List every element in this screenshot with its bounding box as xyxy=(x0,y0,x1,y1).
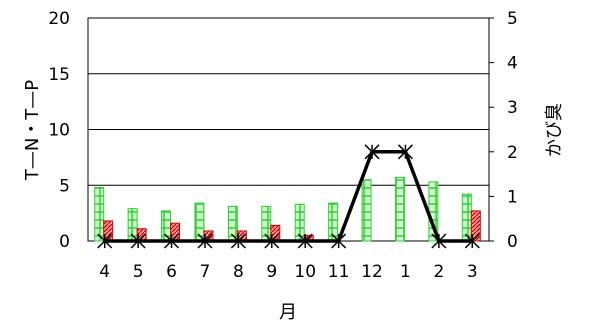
y2-tick-label-1: 1 xyxy=(507,187,518,207)
y-tick-label-1: 5 xyxy=(59,176,70,196)
line-marker-9 xyxy=(264,233,280,249)
x-tick-label-9: 1 xyxy=(400,262,411,282)
y2-axis-title: かび臭 xyxy=(544,103,565,157)
y-tick-label-4: 20 xyxy=(48,9,70,29)
x-tick-label-5: 9 xyxy=(266,262,277,282)
x-tick-label-3: 7 xyxy=(200,262,211,282)
bar-s1-3 xyxy=(461,193,472,242)
bar-s1-1 xyxy=(394,176,405,242)
line-marker-10 xyxy=(297,233,313,249)
x-tick-label-6: 10 xyxy=(294,262,316,282)
line-marker-8 xyxy=(230,233,246,249)
line-marker-6 xyxy=(164,233,180,249)
y-tick-label-3: 15 xyxy=(48,65,70,85)
grid xyxy=(88,73,489,186)
line-marker-3 xyxy=(464,233,480,249)
x-tick-label-4: 8 xyxy=(233,262,244,282)
line-marker-5 xyxy=(130,233,146,249)
x-tick-label-0: 4 xyxy=(99,262,110,282)
line-marker-12 xyxy=(364,144,380,160)
line-marker-7 xyxy=(197,233,213,249)
bar-s2-3 xyxy=(470,210,481,242)
x-tick-label-11: 3 xyxy=(467,262,478,282)
x-tick-label-1: 5 xyxy=(133,262,144,282)
y2-tick-label-2: 2 xyxy=(507,143,518,163)
y-tick-label-0: 0 xyxy=(59,232,70,252)
bar-s1-12 xyxy=(361,179,372,242)
y2-tick-label-0: 0 xyxy=(507,232,518,252)
x-tick-label-8: 12 xyxy=(361,262,383,282)
y-axis-title: T—N・T—P xyxy=(22,80,43,181)
x-tick-label-2: 6 xyxy=(166,262,177,282)
x-tick-label-7: 11 xyxy=(328,262,350,282)
y2-tick-label-4: 4 xyxy=(507,54,518,74)
line-marker-11 xyxy=(331,233,347,249)
line-marker-1 xyxy=(397,144,413,160)
x-axis-title: 月 xyxy=(279,302,297,323)
y2-tick-label-5: 5 xyxy=(507,9,518,29)
line-path xyxy=(104,150,473,243)
y2-tick-label-3: 3 xyxy=(507,98,518,118)
y-tick-label-2: 10 xyxy=(48,121,70,141)
x-tick-label-10: 2 xyxy=(433,262,444,282)
line-series xyxy=(97,144,480,249)
line-marker-2 xyxy=(431,233,447,249)
bar-s1-4 xyxy=(94,186,105,242)
line-marker-4 xyxy=(97,233,113,249)
